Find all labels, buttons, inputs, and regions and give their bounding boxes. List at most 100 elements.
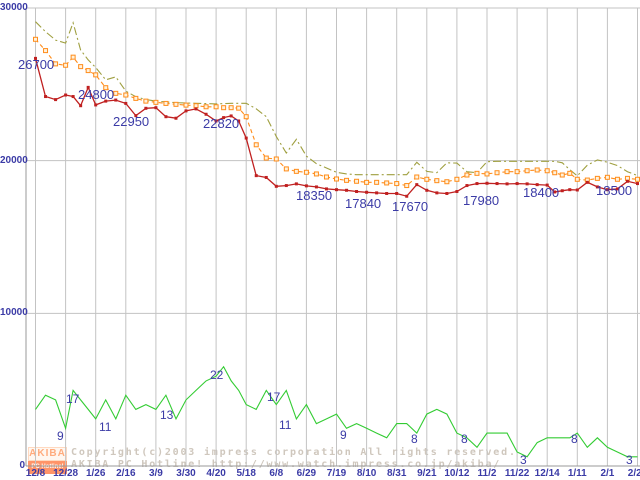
- average-price-marker: [213, 104, 219, 110]
- lowest-price-line: [34, 58, 638, 197]
- shop-count-label: 9: [57, 429, 64, 443]
- pc-hotline-logo-text: PC Hotline!: [28, 461, 67, 474]
- y-axis-tick-label: 10000: [0, 307, 28, 319]
- average-price-marker: [414, 174, 420, 180]
- lowest-price-marker: [375, 191, 379, 195]
- price-point-label: 24800: [78, 87, 115, 102]
- average-price-marker: [273, 156, 279, 162]
- x-axis-tick-label: 2/1: [600, 468, 615, 479]
- y-axis-tick-label: 0: [19, 460, 25, 471]
- lowest-price-marker: [585, 180, 589, 184]
- average-price-marker: [364, 179, 370, 185]
- lowest-price-marker: [485, 181, 489, 185]
- lowest-price-marker: [385, 191, 389, 195]
- shop-count-line: [35, 365, 638, 458]
- lowest-price-marker: [314, 185, 318, 189]
- shop-count-label: 3: [520, 453, 527, 467]
- lowest-price-marker: [560, 189, 564, 193]
- highest-price-line: [35, 21, 638, 177]
- lowest-price-marker: [222, 116, 226, 120]
- lowest-price-marker: [355, 190, 359, 194]
- lowest-price-marker: [264, 175, 268, 179]
- shop-count-label: 11: [99, 420, 112, 434]
- watermark-url-text: AKIBA PC Hotline! http://www.watch.impre…: [71, 459, 502, 470]
- akiba-logo-text: AKIBA: [28, 447, 67, 461]
- lowest-price-marker: [254, 174, 258, 178]
- price-point-label: 17670: [392, 199, 429, 214]
- y-axis-tick-label: 20000: [0, 154, 28, 166]
- lowest-price-marker: [144, 106, 148, 110]
- price-point-label: 22950: [113, 114, 150, 129]
- lowest-price-marker: [164, 115, 168, 119]
- average-price-marker: [263, 155, 269, 161]
- x-axis-tick-label: 8/31: [386, 468, 407, 479]
- lowest-price-marker: [134, 114, 138, 118]
- lowest-price-marker: [54, 98, 58, 102]
- shop-count-label: 13: [160, 408, 174, 422]
- lowest-price-marker: [114, 98, 118, 102]
- x-axis-tick-label: 1/11: [567, 468, 587, 479]
- lowest-price-marker: [405, 194, 409, 198]
- shop-count-label: 8: [461, 432, 468, 446]
- x-axis-tick-label: 2/16: [116, 468, 136, 479]
- average-price-marker: [236, 105, 242, 111]
- lowest-price-marker: [535, 183, 539, 187]
- average-price-marker: [594, 175, 600, 181]
- lowest-price-marker: [625, 179, 629, 183]
- average-price-marker: [293, 168, 299, 174]
- price-point-label: 26700: [18, 57, 55, 72]
- lowest-price-marker: [294, 182, 298, 186]
- x-axis-tick-label: 4/20: [206, 468, 226, 479]
- average-price-marker: [504, 169, 510, 175]
- average-price-marker: [567, 170, 573, 176]
- lowest-price-marker: [365, 190, 369, 194]
- x-axis-tick-label: 5/18: [236, 468, 256, 479]
- average-price-marker: [183, 102, 189, 108]
- lowest-price-marker: [425, 188, 429, 192]
- average-price-marker: [544, 168, 550, 174]
- lowest-price-marker: [553, 190, 557, 194]
- x-axis-tick-label: 11/22: [504, 468, 530, 479]
- x-axis-tick-label: 11/2: [477, 468, 497, 479]
- average-price-marker: [103, 85, 109, 91]
- average-price-marker: [434, 178, 440, 184]
- average-price-marker: [404, 183, 410, 189]
- average-price-marker: [123, 92, 129, 98]
- lowest-price-marker: [515, 182, 519, 186]
- average-price-marker: [228, 105, 234, 111]
- price-point-label: 18400: [523, 185, 560, 200]
- average-price-marker: [384, 180, 390, 186]
- lowest-price-marker: [71, 95, 75, 99]
- average-price-marker: [243, 114, 249, 120]
- average-price-marker: [93, 72, 99, 78]
- shop-count-label: 9: [340, 428, 347, 442]
- lowest-price-marker: [237, 119, 241, 123]
- x-axis-tick-label: 9/21: [417, 468, 437, 479]
- lowest-price-marker: [568, 188, 572, 192]
- lowest-price-marker: [274, 184, 278, 188]
- x-axis-tick-label: 12/8: [25, 468, 46, 479]
- average-price-marker: [221, 105, 227, 111]
- average-price-marker: [113, 90, 119, 96]
- x-axis-tick-label: 7/19: [326, 468, 347, 479]
- average-price-marker: [323, 174, 329, 180]
- average-price-marker: [494, 170, 500, 176]
- average-price-marker: [283, 166, 289, 172]
- shop-count-label: 8: [411, 432, 418, 446]
- average-price-marker: [604, 174, 610, 180]
- average-price-marker: [474, 170, 480, 176]
- price-point-label: 17840: [345, 196, 382, 211]
- average-price-marker: [534, 167, 540, 173]
- average-price-marker: [514, 169, 520, 175]
- price-point-label: 18350: [296, 188, 333, 203]
- lowest-price-marker: [204, 112, 208, 116]
- average-price-marker: [143, 98, 149, 104]
- average-price-marker: [313, 171, 319, 177]
- average-price-marker: [574, 176, 580, 182]
- average-price-marker: [173, 101, 179, 107]
- average-price-marker: [53, 61, 59, 67]
- average-price-marker: [33, 36, 38, 42]
- average-price-marker: [454, 176, 460, 182]
- shop-count-label: 8: [571, 432, 578, 446]
- lowest-price-marker: [615, 187, 619, 191]
